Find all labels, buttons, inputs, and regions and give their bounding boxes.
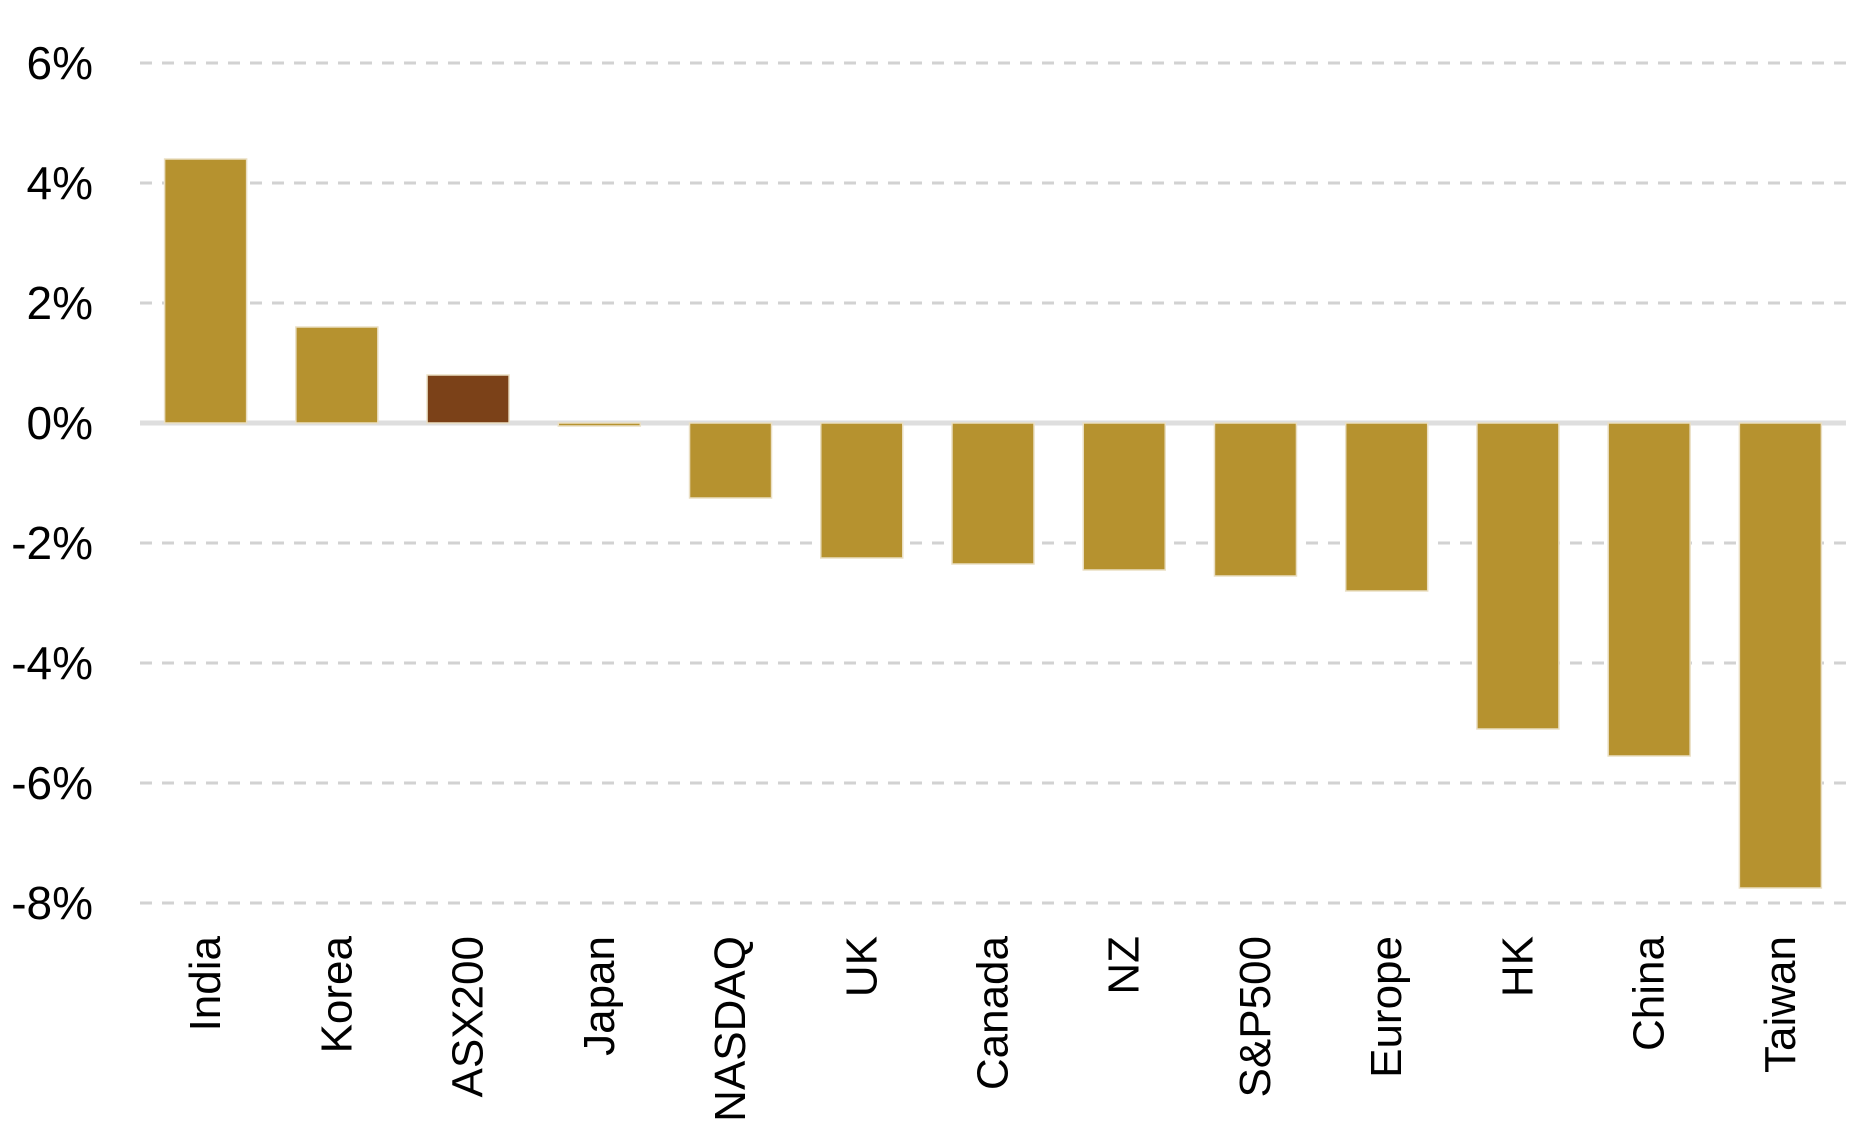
- bar-china: [1607, 422, 1691, 757]
- y-axis-tick-label: -8%: [11, 877, 93, 929]
- y-axis-tick-label: 2%: [27, 277, 93, 329]
- x-axis-category-label: HK: [1493, 936, 1542, 997]
- y-axis-tick-label: 4%: [27, 157, 93, 209]
- y-axis-tick-label: 6%: [27, 37, 93, 89]
- x-axis-category-label: Canada: [969, 935, 1018, 1090]
- bar-europe: [1344, 422, 1429, 592]
- bar-sp500: [1213, 422, 1298, 577]
- y-axis-tick-label: -6%: [11, 757, 93, 809]
- x-axis-category-label: Taiwan: [1756, 936, 1805, 1073]
- y-axis-tick-label: -2%: [11, 517, 93, 569]
- x-axis-category-label: Korea: [312, 935, 361, 1053]
- bar-india: [163, 158, 248, 424]
- bar-nasdaq: [688, 422, 773, 499]
- bar-uk: [820, 422, 904, 559]
- x-axis-category-label: UK: [837, 936, 886, 997]
- x-axis-category-label: Europe: [1362, 936, 1411, 1078]
- x-axis-category-label: India: [181, 935, 230, 1031]
- bar-japan: [557, 422, 642, 427]
- y-axis-tick-label: 0%: [27, 397, 93, 449]
- x-axis-category-label: NASDAQ: [706, 936, 755, 1122]
- y-axis-tick-label: -4%: [11, 637, 93, 689]
- x-axis-category-label: China: [1625, 935, 1674, 1050]
- bar-taiwan: [1738, 422, 1823, 889]
- bar-canada: [951, 422, 1035, 565]
- bar-hk: [1476, 422, 1560, 730]
- x-axis-category-label: S&P500: [1231, 936, 1280, 1097]
- x-axis-category-label: NZ: [1100, 936, 1149, 995]
- x-axis-category-label: Japan: [575, 936, 624, 1056]
- x-axis-category-label: ASX200: [444, 936, 493, 1097]
- bar-asx200: [426, 374, 510, 424]
- bar-korea: [295, 326, 379, 424]
- bar-nz: [1082, 422, 1166, 571]
